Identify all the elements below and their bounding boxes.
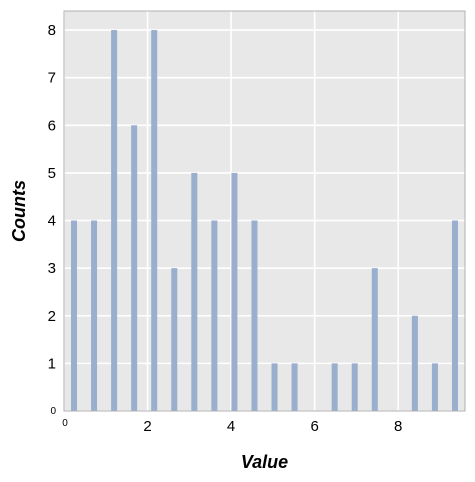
bar [291,363,298,411]
bar [431,363,438,411]
x-tick-label: 2 [143,418,151,435]
x-tick-label: 4 [227,418,235,435]
bar [191,172,198,411]
bar [231,172,238,411]
bar [351,363,358,411]
bars [71,30,458,412]
bar [111,30,118,412]
bar [331,363,338,411]
bar [271,363,278,411]
y-tick-label: 4 [48,213,56,230]
bar [71,220,78,411]
y-tick-label: 7 [48,70,56,87]
plot-background [64,11,465,411]
y-tick-label: 1 [48,355,56,372]
y-tick-label: 5 [48,165,56,182]
y-tick-label: 0 [50,406,56,417]
x-tick-label: 6 [310,418,318,435]
bar [211,220,218,411]
y-axis-label: Counts [9,180,29,242]
bar [251,220,258,411]
bar [131,125,138,412]
x-axis-label: Value [241,452,288,472]
bar [371,268,378,411]
y-tick-label: 2 [48,308,56,325]
plot-frame [63,10,466,412]
y-tick-labels: 0 1 2 3 4 5 6 7 8 [48,22,57,417]
y-tick-label: 6 [48,117,56,134]
bar [91,220,98,411]
bar [451,220,458,411]
bar [171,268,178,411]
bar [151,30,158,412]
y-tick-label: 3 [48,260,56,277]
x-tick-label: 0 [62,418,68,429]
x-tick-label: 8 [394,418,402,435]
bar [411,315,418,411]
x-tick-labels: 0 2 4 6 8 [62,418,402,435]
y-tick-label: 8 [48,22,56,39]
